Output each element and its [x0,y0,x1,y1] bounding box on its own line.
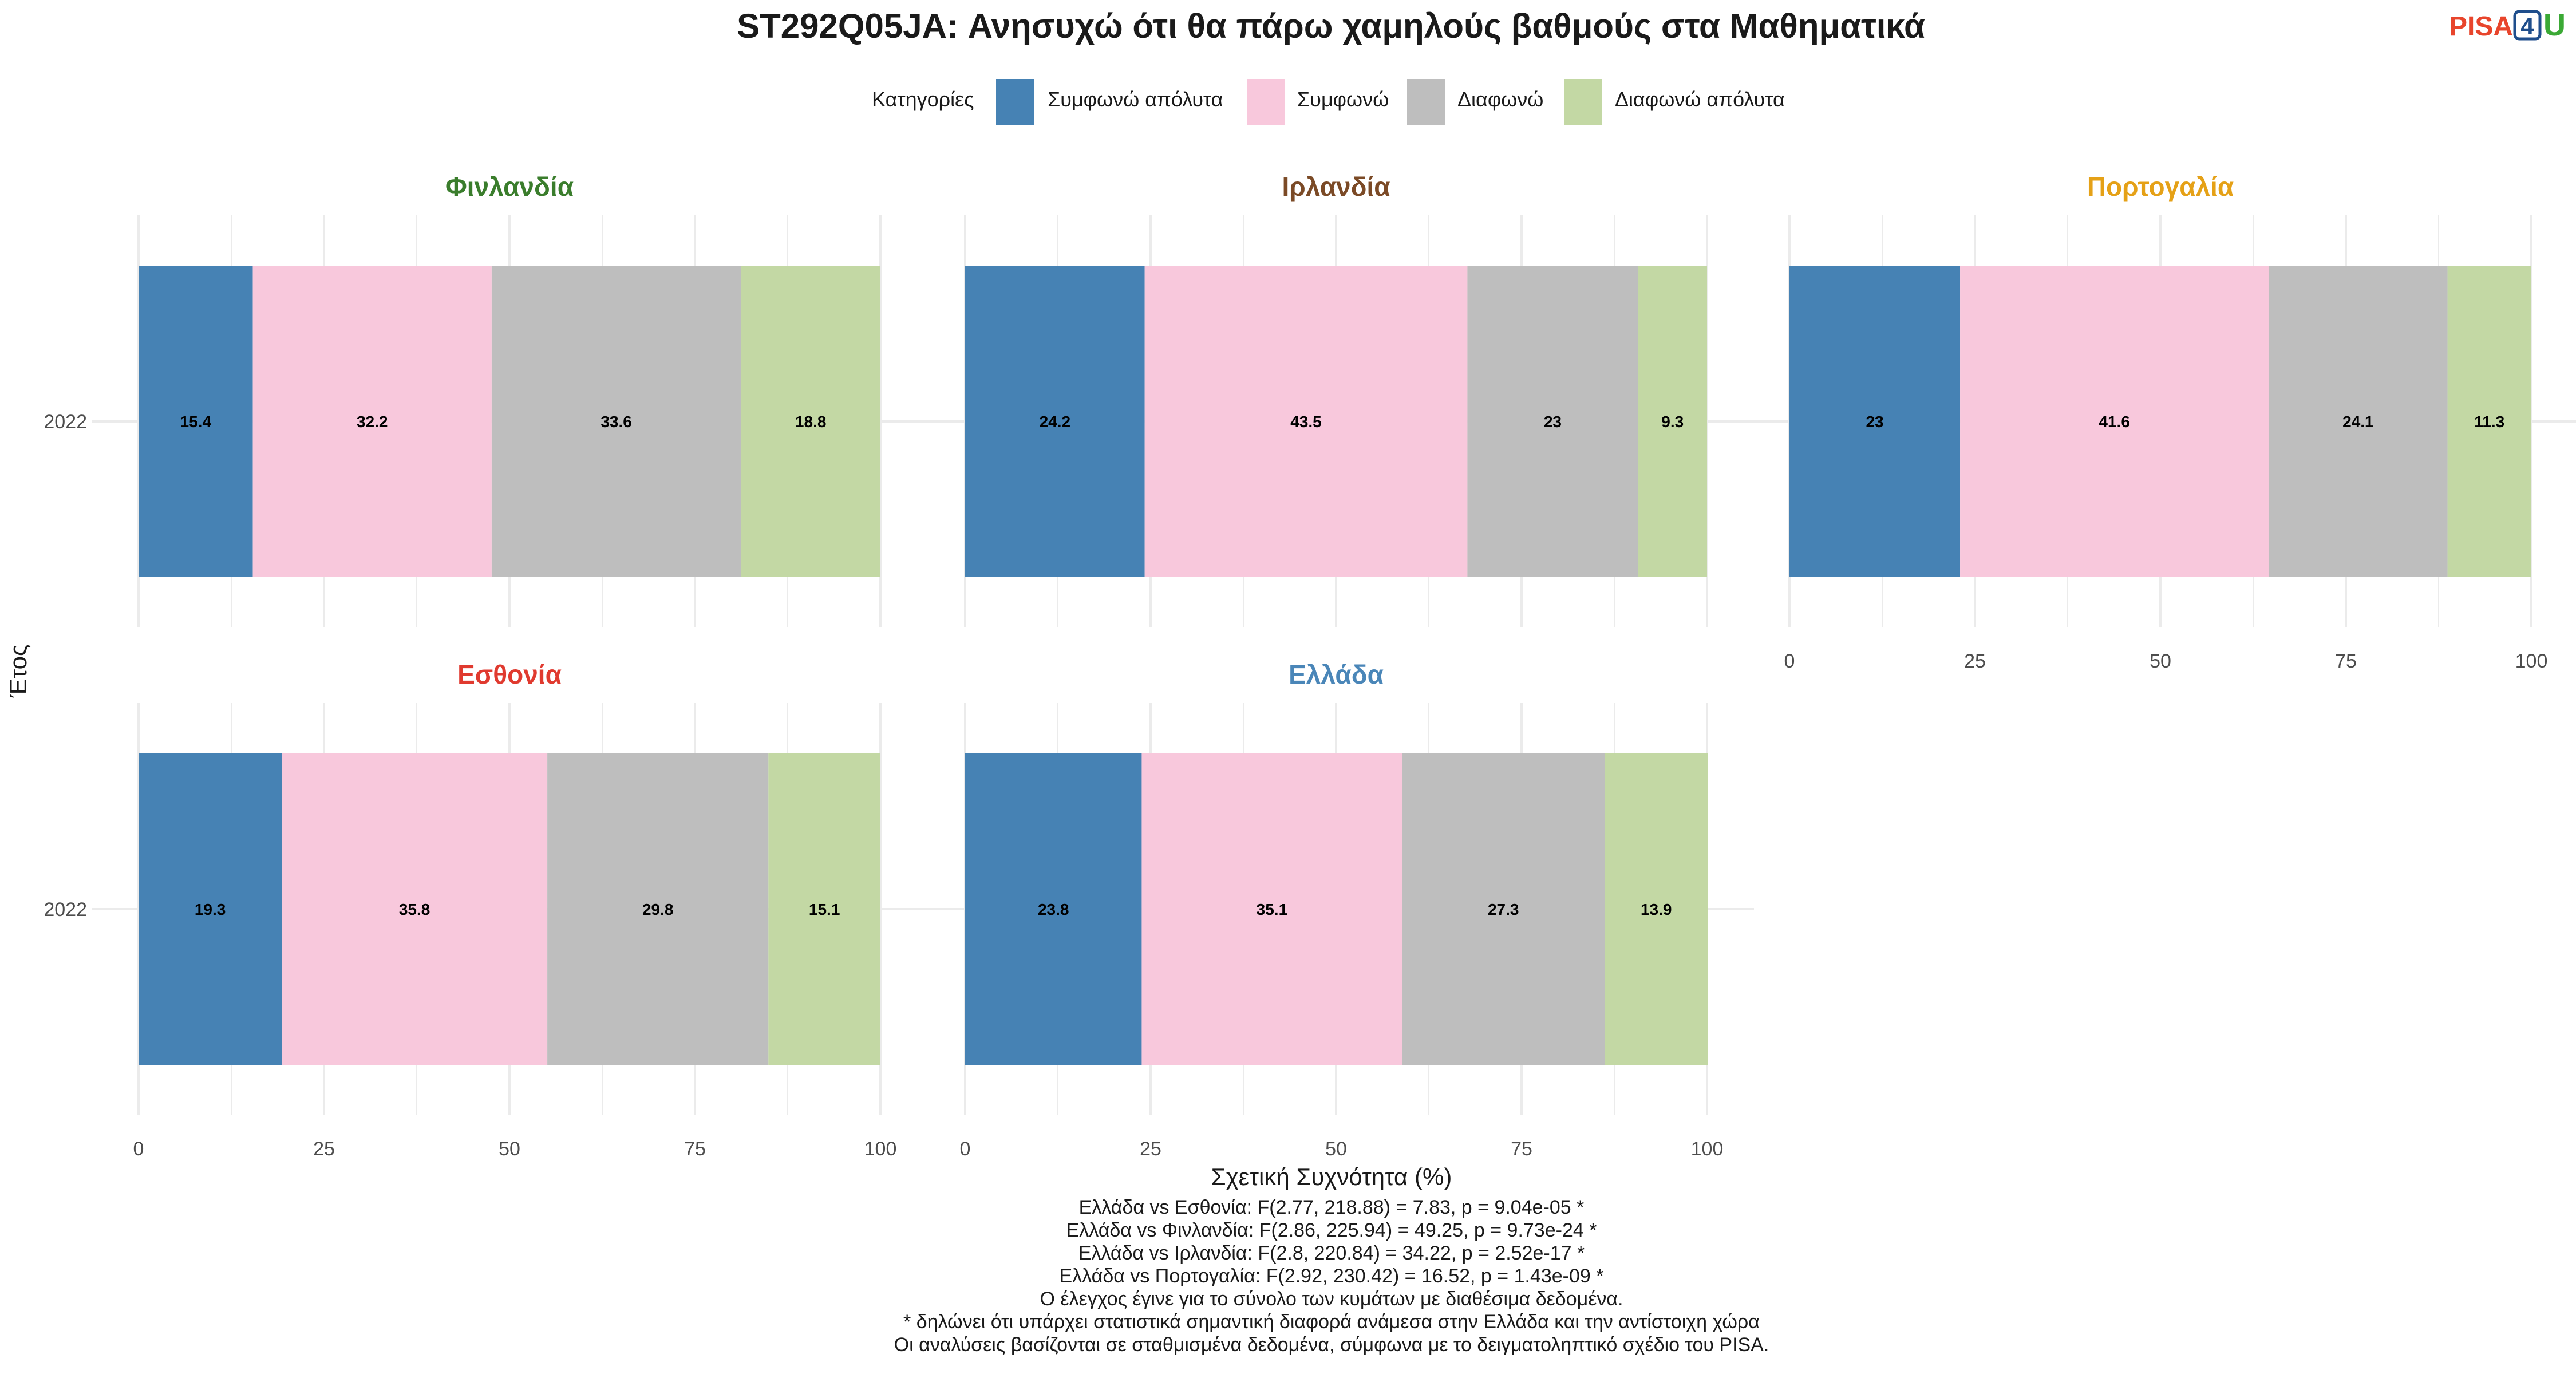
panel-title-2: Ιρλανδία [1282,172,1390,202]
legend-swatch-4 [1564,79,1602,125]
bar-segment [768,753,880,1065]
footnote-1: Ελλάδα vs Εσθονία: F(2.77, 218.88) = 7.8… [1079,1197,1585,1218]
x-axis-label: Σχετική Συχνότητα (%) [1211,1163,1452,1190]
x-tick-label: 0 [960,1138,971,1160]
panel-5: Ελλάδα 23.8 35.1 27.3 13.9 0 25 50 75 100 [918,660,1754,1160]
x-tick-label: 0 [1784,650,1795,672]
data-label: 24.1 [2342,413,2374,431]
data-label: 15.1 [809,901,840,918]
data-label: 11.3 [2474,413,2504,431]
x-tick-label: 50 [2150,650,2171,672]
bar-segment [965,266,1145,577]
x-tick-label: 75 [1511,1138,1532,1160]
logo-box [2513,10,2542,41]
data-label: 18.8 [795,413,827,431]
logo-text-four: 4 [2520,13,2534,40]
bar-segment [741,266,880,577]
panel-3: Πορτογαλία 23 41.6 24.1 11.3 0 25 50 75 100 [1743,172,2576,672]
panel-4: Εσθονία 19.3 35.8 29.8 15.1 2022 0 25 50 75 100 [44,660,927,1160]
data-label: 23 [1544,413,1562,431]
legend-label-3: Διαφωνώ [1457,88,1543,111]
data-label: 35.8 [399,901,430,918]
logo-text-pisa: PISA [2449,11,2513,42]
facet-panels: Φινλανδία 15.4 32.2 33.6 18.8 2022 Ιρλανδία 24.… [44,172,2576,1160]
bar-segment [491,266,741,577]
footnote-4: Ελλάδα vs Πορτογαλία: F(2.92, 230.42) = … [1060,1265,1604,1287]
x-tick-label: 50 [499,1138,520,1160]
footnote-2: Ελλάδα vs Φινλανδία: F(2.86, 225.94) = 4… [1066,1219,1597,1241]
panel-title-4: Εσθονία [457,660,562,689]
data-label: 33.6 [600,413,632,431]
x-tick-label: 25 [1140,1138,1161,1160]
legend-label-1: Συμφωνώ απόλυτα [1048,88,1223,111]
legend-swatch-2 [1247,79,1285,125]
data-label: 9.3 [1661,413,1684,431]
bar-segment [547,753,769,1065]
bar-segment [282,753,548,1065]
bar-segment [1960,266,2269,577]
bar-segment [1141,753,1402,1065]
x-tick-label: 25 [313,1138,335,1160]
x-tick-label: 100 [864,1138,897,1160]
footnote-7: Οι αναλύσεις βασίζονται σε σταθμισμένα δ… [894,1334,1769,1356]
legend-swatch-3 [1407,79,1445,125]
data-label: 23.8 [1038,901,1069,918]
legend: Κατηγορίες Συμφωνώ απόλυτα Συμφωνώ Διαφωνώ… [872,79,1785,125]
bar-segment [139,753,282,1065]
data-label: 41.6 [2099,413,2130,431]
panel-title-3: Πορτογαλία [2087,172,2234,202]
footnote-5: Ο έλεγχος έγινε για το σύνολο των κυμάτω… [1040,1288,1623,1310]
footnotes: Ελλάδα vs Εσθονία: F(2.77, 218.88) = 7.8… [894,1197,1769,1356]
panel-2: Ιρλανδία 24.2 43.5 23 9.3 [918,172,1754,627]
bar-segment [965,753,1142,1065]
bar-segment [1467,266,1638,577]
bar-segment [1638,266,1707,577]
data-label: 35.1 [1257,901,1288,918]
x-tick-label: 75 [684,1138,706,1160]
y-tick-label: 2022 [44,411,87,433]
bar-segment [1402,753,1605,1065]
data-label: 19.3 [195,901,226,918]
panel-title-5: Ελλάδα [1289,660,1384,689]
bar-segment [1144,266,1468,577]
x-tick-label: 100 [1691,1138,1724,1160]
data-label: 43.5 [1290,413,1322,431]
y-axis-label: Έτος [5,645,31,698]
data-label: 23 [1866,413,1883,431]
legend-label-2: Συμφωνώ [1297,88,1389,111]
bar-segment [2269,266,2448,577]
x-tick-label: 0 [133,1138,144,1160]
footnote-3: Ελλάδα vs Ιρλανδία: F(2.8, 220.84) = 34.… [1078,1242,1585,1264]
data-label: 32.2 [357,413,388,431]
panel-1: Φινλανδία 15.4 32.2 33.6 18.8 2022 [44,172,927,627]
footnote-6: * δηλώνει ότι υπάρχει στατιστικά σημαντι… [903,1311,1760,1333]
data-label: 29.8 [642,901,674,918]
x-tick-label: 75 [2335,650,2357,672]
chart-title: ST292Q05JA: Ανησυχώ ότι θα πάρω χαμηλούς… [737,7,1925,45]
bar-segment [2447,266,2531,577]
data-label: 15.4 [180,413,212,431]
legend-title: Κατηγορίες [872,88,974,111]
pisa4u-logo: PISA 4 U [2449,8,2566,42]
legend-label-4: Διαφωνώ απόλυτα [1615,88,1785,111]
x-tick-label: 50 [1325,1138,1347,1160]
x-tick-label: 100 [2515,650,2548,672]
bar-segment [1605,753,1708,1065]
logo-text-u: U [2543,8,2566,42]
y-tick-label: 2022 [44,899,87,921]
legend-swatch-1 [996,79,1034,125]
svg-text:PISA: PISA [2449,11,2513,42]
data-label: 24.2 [1040,413,1071,431]
panel-title-1: Φινλανδία [445,172,574,202]
bar-segment [252,266,492,577]
bar-segment [139,266,253,577]
bar-segment [1789,266,1961,577]
x-tick-label: 25 [1964,650,1986,672]
data-label: 13.9 [1641,901,1672,918]
data-label: 27.3 [1488,901,1519,918]
